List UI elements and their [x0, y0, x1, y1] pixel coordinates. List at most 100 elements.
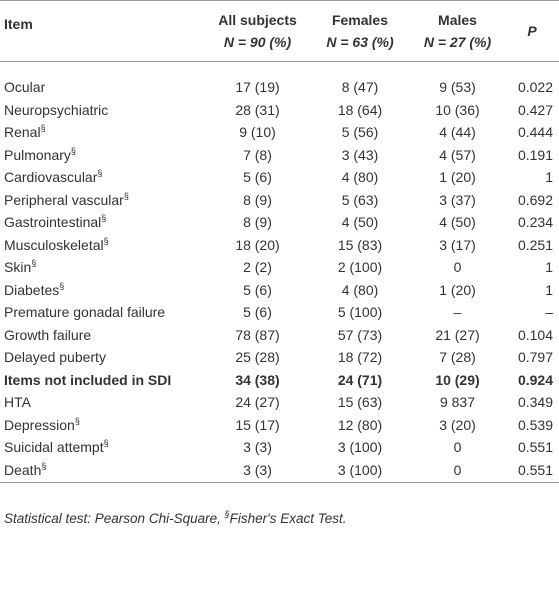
table-row: Growth failure 78 (87) 57 (73) 21 (27) 0.104 [0, 324, 559, 347]
value-cell: 0 [453, 259, 462, 275]
value-cell: 3 (43) [341, 146, 379, 163]
value-cell: 18 (20) [235, 236, 280, 253]
item-label: Neuropsychiatric [4, 101, 109, 118]
value-cell: 3 (37) [439, 191, 476, 208]
value-cell: 4 (80) [341, 169, 379, 185]
value-cell: 15 (17) [235, 416, 280, 433]
value-cell: 3 (3) [243, 461, 272, 478]
value-cell: 7 (8) [243, 146, 272, 163]
item-marker: § [70, 145, 76, 156]
column-subtitle: N = 90 (%) [223, 34, 292, 50]
table-row: Musculoskeletal§ 18 (20) 15 (83) 3 (17) 0.25… [0, 234, 559, 257]
value-cell: 9 (10) [239, 124, 276, 140]
value-cell: 4 (50) [341, 214, 379, 230]
value-cell: 3 (100) [337, 461, 383, 478]
table-row: Death§ 3 (3) 3 (100) 0 0.551 [0, 459, 559, 483]
value-cell: 18 (64) [337, 101, 383, 118]
value-cell: 1 (20) [439, 281, 476, 298]
value-cell: 2 (2) [243, 259, 272, 275]
item-label: Premature gonadal failure [4, 304, 166, 320]
item-marker: § [74, 415, 80, 426]
table-row: Items not included in SDI 34 (38) 24 (71) 1… [0, 369, 559, 392]
table-row: Cardiovascular§ 5 (6) 4 (80) 1 (20) 1 [0, 166, 559, 189]
value-cell: 0.191 [517, 146, 553, 163]
value-cell: 34 (38) [235, 371, 280, 388]
value-cell: 0.251 [517, 236, 553, 253]
item-marker: § [41, 460, 47, 471]
item-cell: Renal§ [0, 121, 205, 144]
value-cell: 12 (80) [337, 416, 383, 433]
data-table: Item All subjects N = 90 (%) Females N = 63 … [0, 0, 559, 483]
item-label: Pulmonary [4, 146, 71, 163]
table-row: Diabetes§ 5 (6) 4 (80) 1 (20) 1 [0, 279, 559, 302]
column-title: Males [438, 12, 477, 28]
value-cell: 15 (63) [337, 394, 383, 410]
item-label: Items not included in SDI [4, 371, 172, 388]
value-cell: 5 (6) [243, 304, 272, 320]
value-cell: 25 (28) [235, 349, 280, 365]
item-cell: Items not included in SDI [0, 369, 205, 392]
table-row: Gastrointestinal§ 8 (9) 4 (50) 4 (50) 0.234 [0, 211, 559, 234]
value-cell: 24 (27) [235, 394, 280, 410]
item-cell: Suicidal attempt§ [0, 436, 205, 459]
item-label: Musculoskeletal [4, 236, 104, 253]
value-cell: 9 837 [439, 394, 476, 410]
value-cell: 1 [545, 281, 553, 298]
table-row: HTA 24 (27) 15 (63) 9 837 0.349 [0, 391, 559, 414]
item-cell: Skin§ [0, 256, 205, 279]
table-body: Ocular 17 (19) 8 (47) 9 (53) 0.022 Neuropsych… [0, 62, 559, 483]
column-header: All subjects N = 90 (%) [205, 1, 310, 62]
column-header: Item [0, 1, 205, 62]
value-cell: 3 (17) [439, 236, 476, 253]
item-marker: § [123, 190, 129, 201]
item-label: Growth failure [4, 326, 92, 343]
item-cell: Death§ [0, 459, 205, 483]
value-cell: 0.444 [517, 124, 553, 140]
item-label: Depression [4, 416, 75, 433]
item-label: Cardiovascular [4, 169, 98, 185]
table-row: Ocular 17 (19) 8 (47) 9 (53) 0.022 [0, 62, 559, 99]
value-cell: 28 (31) [235, 101, 280, 118]
item-label: Ocular [4, 79, 46, 95]
value-cell: 3 (100) [337, 439, 383, 455]
value-cell: 1 [545, 169, 553, 185]
item-label: Peripheral vascular [4, 191, 124, 208]
value-cell: 0.022 [517, 79, 553, 95]
value-cell: 5 (100) [337, 304, 383, 320]
item-label: Delayed puberty [4, 349, 106, 365]
value-cell: 4 (44) [439, 124, 476, 140]
value-cell: 7 (28) [439, 349, 476, 365]
value-cell: 9 (53) [439, 79, 476, 95]
value-cell: 4 (50) [439, 214, 476, 230]
value-cell: 0.551 [517, 439, 553, 455]
footnote-marker: § [224, 509, 230, 519]
value-cell: 17 (19) [235, 79, 280, 95]
value-cell: 21 (27) [435, 326, 480, 343]
value-cell: 10 (29) [435, 371, 480, 388]
footnote: Statistical test: Pearson Chi-Square, §F… [4, 509, 347, 527]
value-cell: 5 (6) [243, 281, 272, 298]
value-cell: 0.427 [517, 101, 553, 118]
table-row: Pulmonary§ 7 (8) 3 (43) 4 (57) 0.191 [0, 144, 559, 167]
item-label: Diabetes [4, 281, 60, 298]
column-title: All subjects [218, 12, 297, 28]
item-cell: Delayed puberty [0, 346, 205, 369]
item-label: Skin [4, 259, 32, 275]
item-marker: § [97, 168, 103, 178]
value-cell: 0.551 [517, 461, 553, 478]
item-marker: § [101, 213, 107, 223]
item-cell: Depression§ [0, 414, 205, 437]
value-cell: 3 (20) [439, 416, 476, 433]
value-cell: 0.349 [517, 394, 553, 410]
value-cell: 0.692 [517, 191, 553, 208]
item-cell: HTA [0, 391, 205, 414]
value-cell: 8 (47) [341, 79, 379, 95]
value-cell: 0.924 [517, 371, 553, 388]
value-cell: 5 (56) [341, 124, 379, 140]
value-cell: 5 (6) [243, 169, 272, 185]
value-cell: 57 (73) [337, 326, 383, 343]
column-header: Males N = 27 (%) [410, 1, 505, 62]
column-subtitle: N = 63 (%) [326, 34, 394, 50]
value-cell: – [453, 304, 462, 320]
value-cell: 0.797 [517, 349, 553, 365]
